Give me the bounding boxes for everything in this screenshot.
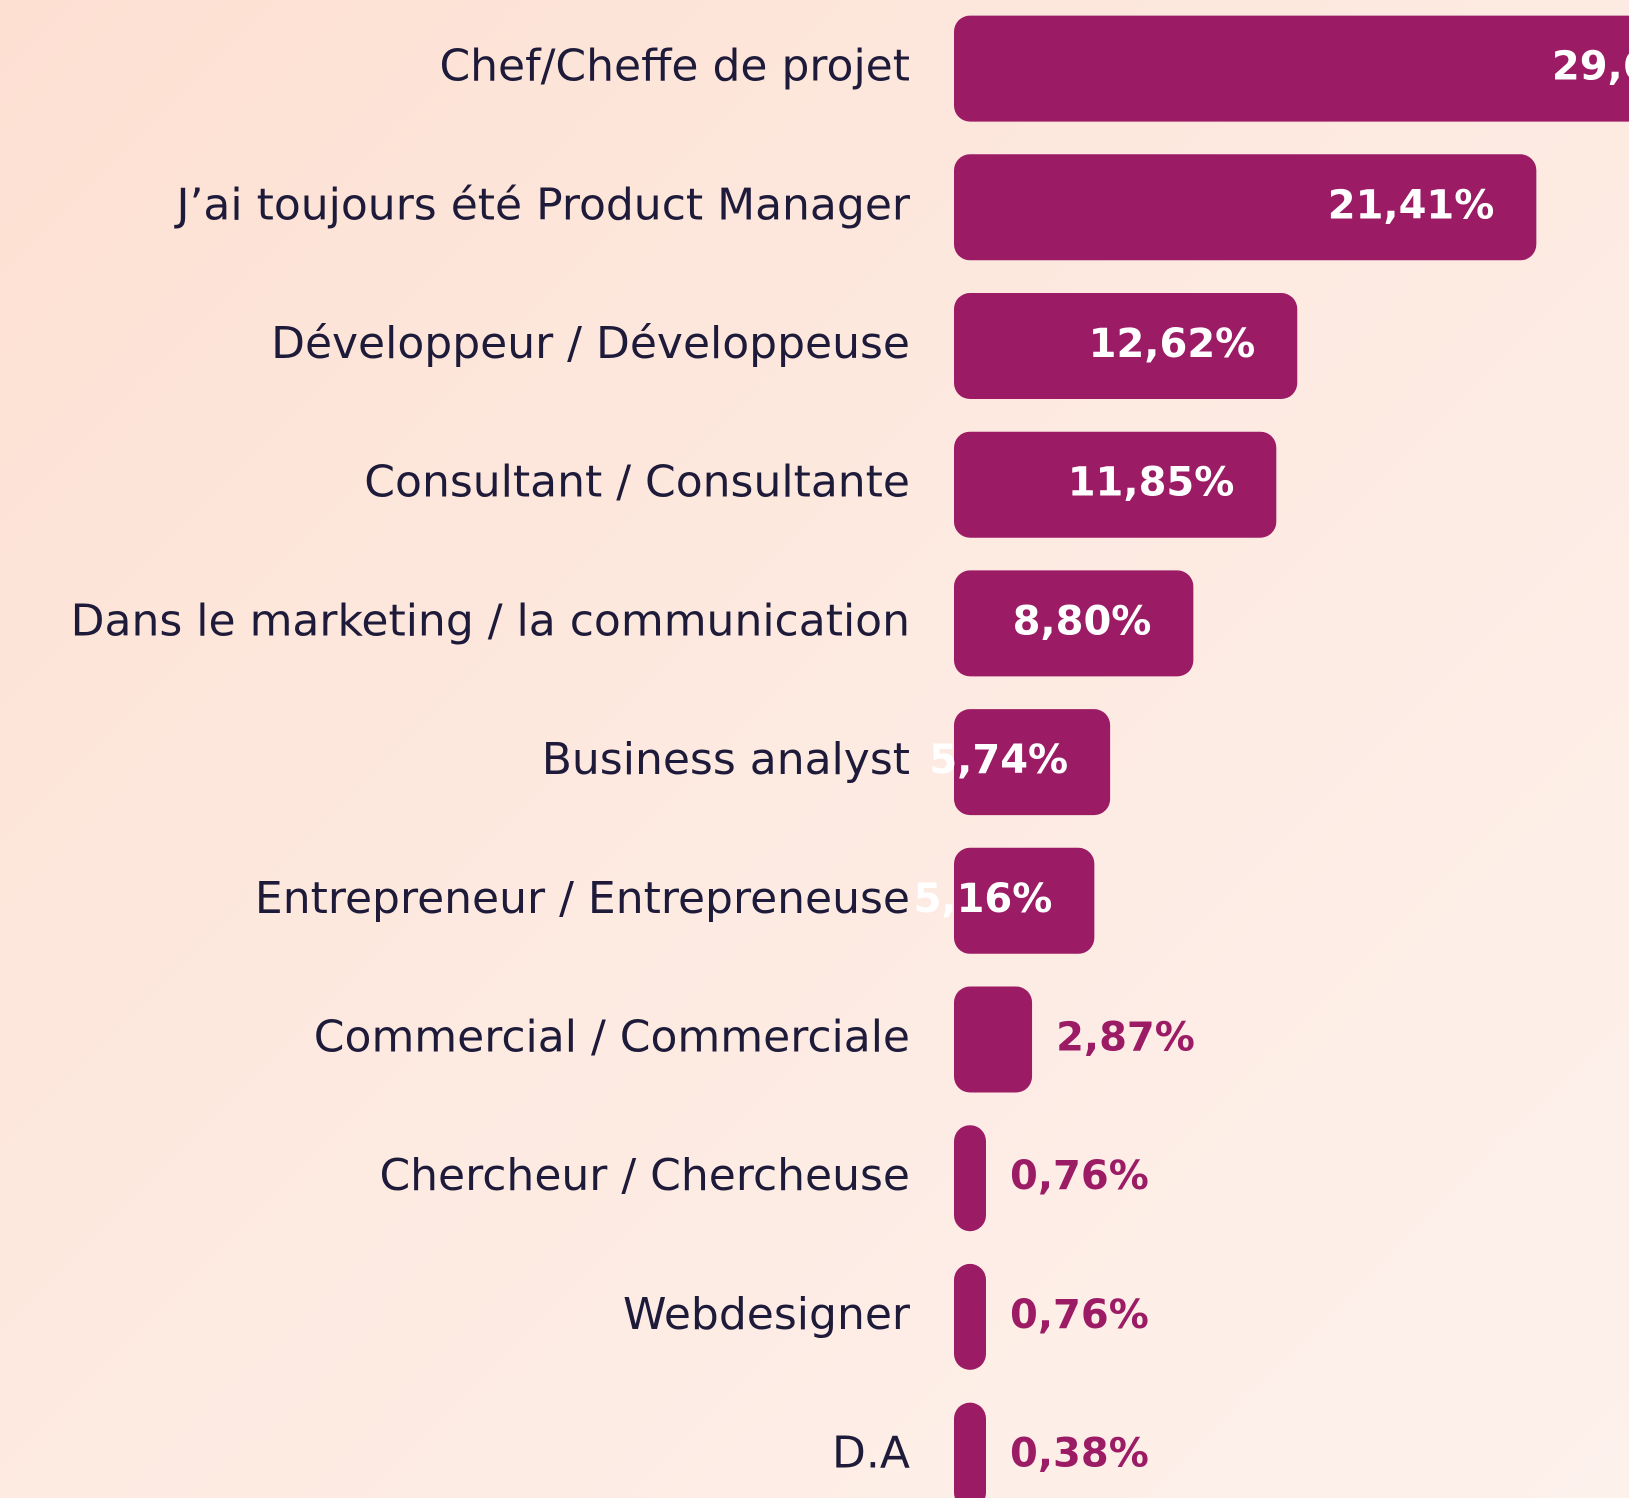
bar	[954, 15, 1629, 122]
category-label: Entrepreneur / Entrepreneuse	[255, 873, 910, 924]
value-label: 0,76%	[1010, 1153, 1149, 1199]
category-label: Webdesigner	[623, 1289, 911, 1340]
category-label: Business analyst	[542, 734, 910, 785]
value-label: 11,85%	[1068, 460, 1235, 506]
value-label: 0,76%	[1010, 1292, 1149, 1338]
value-label: 5,74%	[929, 737, 1068, 783]
category-label: J’ai toujours été Product Manager	[173, 179, 910, 230]
value-label: 5,16%	[914, 876, 1053, 922]
bar	[954, 1125, 986, 1232]
value-label: 29,65%	[1552, 44, 1629, 90]
bar	[954, 154, 1537, 261]
value-label: 2,87%	[1056, 1015, 1195, 1061]
value-label: 12,62%	[1089, 321, 1256, 367]
category-label: Chercheur / Chercheuse	[379, 1150, 910, 1201]
value-label: 8,80%	[1013, 598, 1152, 644]
category-label: D.A	[832, 1428, 910, 1479]
bar	[954, 1402, 986, 1498]
bar	[954, 570, 1194, 677]
value-label: 21,41%	[1328, 182, 1495, 228]
value-label: 0,38%	[1010, 1431, 1149, 1477]
category-label: Dans le marketing / la communication	[71, 595, 910, 646]
bar	[954, 986, 1033, 1093]
category-label: Développeur / Développeuse	[271, 318, 910, 369]
bar	[954, 1263, 986, 1370]
bar	[954, 431, 1277, 538]
bar	[954, 847, 1095, 954]
category-label: Chef/Cheffe de projet	[439, 41, 910, 92]
bar	[954, 293, 1298, 399]
category-label: Consultant / Consultante	[364, 457, 910, 508]
bar	[954, 709, 1111, 816]
category-label: Commercial / Commerciale	[314, 1012, 910, 1063]
